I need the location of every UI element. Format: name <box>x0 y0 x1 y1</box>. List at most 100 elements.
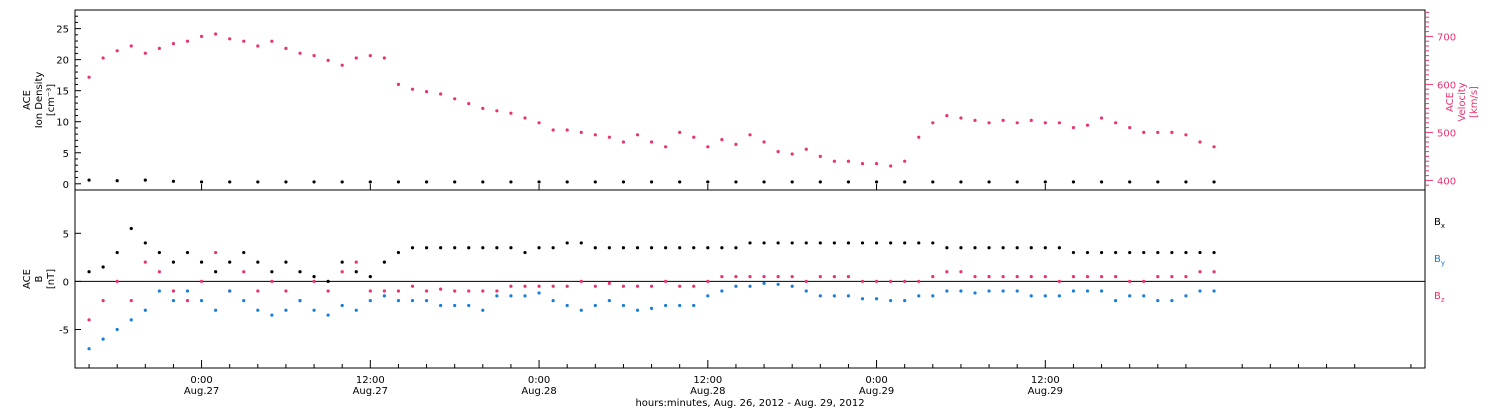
bz-point <box>143 260 147 264</box>
velocity-point <box>87 75 91 79</box>
velocity-point <box>495 109 499 113</box>
legend-by: By <box>1434 254 1445 267</box>
bx-point <box>748 241 752 245</box>
velocity-point <box>621 140 626 144</box>
bx-point <box>1043 246 1047 250</box>
density-point <box>790 180 794 184</box>
velocity-point <box>1198 140 1202 144</box>
bz-point <box>945 270 949 274</box>
by-point <box>340 303 344 308</box>
velocity-point <box>101 56 105 60</box>
velocity-point <box>945 114 949 118</box>
density-point <box>87 178 91 182</box>
by-point <box>621 303 626 308</box>
bz-point <box>621 284 626 288</box>
bz-point <box>171 289 176 293</box>
bx-point <box>818 241 822 245</box>
bottom-left-label-line-3: [nT] <box>46 269 57 289</box>
top-right-label-line-2: Velocity <box>1457 82 1468 121</box>
bx-point <box>1156 250 1160 255</box>
velocity-point <box>185 39 190 43</box>
bx-point <box>242 250 246 255</box>
velocity-point <box>565 128 569 132</box>
bz-point <box>790 274 794 279</box>
velocity-point <box>326 58 330 63</box>
bz-point <box>1114 274 1118 279</box>
bz-point <box>551 284 555 288</box>
bx-point <box>635 246 640 250</box>
density-point <box>143 178 147 182</box>
velocity-point <box>284 46 288 51</box>
by-point <box>115 327 119 332</box>
velocity-point <box>467 102 471 106</box>
by-point <box>706 294 710 298</box>
velocity-point <box>903 159 907 163</box>
density-point <box>931 180 935 184</box>
marks-layer <box>87 32 1216 351</box>
x-tick-time: 12:00 <box>1031 375 1060 386</box>
by-point <box>523 294 527 298</box>
top-left-label-line-2: Ion Density <box>34 72 45 129</box>
density-point <box>1015 180 1019 184</box>
bz-point <box>889 279 893 284</box>
by-point <box>298 299 302 303</box>
top-left-label-line-3: [cm⁻³] <box>46 84 57 116</box>
bx-point <box>607 246 611 250</box>
velocity-point <box>509 111 513 115</box>
bx-point <box>692 246 696 250</box>
bz-point <box>1015 274 1019 279</box>
bx-point <box>945 246 949 250</box>
x-tick-date: Aug.28 <box>521 386 556 397</box>
top-left-tick-label: 10 <box>56 118 69 129</box>
velocity-point <box>734 142 738 146</box>
bz-point <box>734 274 738 279</box>
bz-point <box>1029 274 1033 279</box>
density-point <box>1099 180 1104 184</box>
density-point <box>284 180 288 184</box>
density-point <box>256 180 260 184</box>
density-point <box>509 180 513 184</box>
bx-point <box>593 246 597 250</box>
bx-point <box>270 270 274 274</box>
bx-point <box>649 246 654 250</box>
by-point <box>312 308 316 312</box>
bx-point <box>509 246 513 250</box>
bx-point <box>1184 250 1188 255</box>
top-right-tick-label: 700 <box>1437 32 1456 43</box>
velocity-point <box>846 159 851 163</box>
velocity-point <box>889 164 893 168</box>
density-point <box>706 180 710 184</box>
by-point <box>270 313 274 317</box>
density-point <box>453 180 457 184</box>
top-left-label-line-1: ACE <box>22 90 33 110</box>
bx-point <box>776 241 780 245</box>
by-point <box>326 313 330 317</box>
top-left-tick-label: 25 <box>56 25 69 36</box>
velocity-point <box>481 106 485 110</box>
by-point <box>1071 289 1076 293</box>
bz-point <box>270 279 274 284</box>
bz-point <box>649 284 654 288</box>
bz-point <box>678 284 682 288</box>
bz-point <box>185 299 190 303</box>
density-point <box>199 180 204 184</box>
bottom-left-tick-label: 0 <box>63 277 69 288</box>
bx-point <box>312 274 316 279</box>
density-point <box>537 180 541 184</box>
velocity-point <box>1142 130 1146 134</box>
x-tick-time: 0:00 <box>865 375 887 386</box>
bx-point <box>129 226 133 231</box>
bx-point <box>1001 246 1005 250</box>
bz-point <box>396 289 401 293</box>
bx-point <box>298 270 302 274</box>
bz-point <box>832 274 836 279</box>
bz-point <box>1156 274 1160 279</box>
by-point <box>424 299 429 303</box>
bottom-panel-frame <box>74 189 1426 369</box>
bx-point <box>846 241 851 245</box>
velocity-point <box>171 42 176 46</box>
x-tick-time: 12:00 <box>356 375 385 386</box>
bx-point <box>481 246 485 250</box>
density-point <box>340 180 344 184</box>
